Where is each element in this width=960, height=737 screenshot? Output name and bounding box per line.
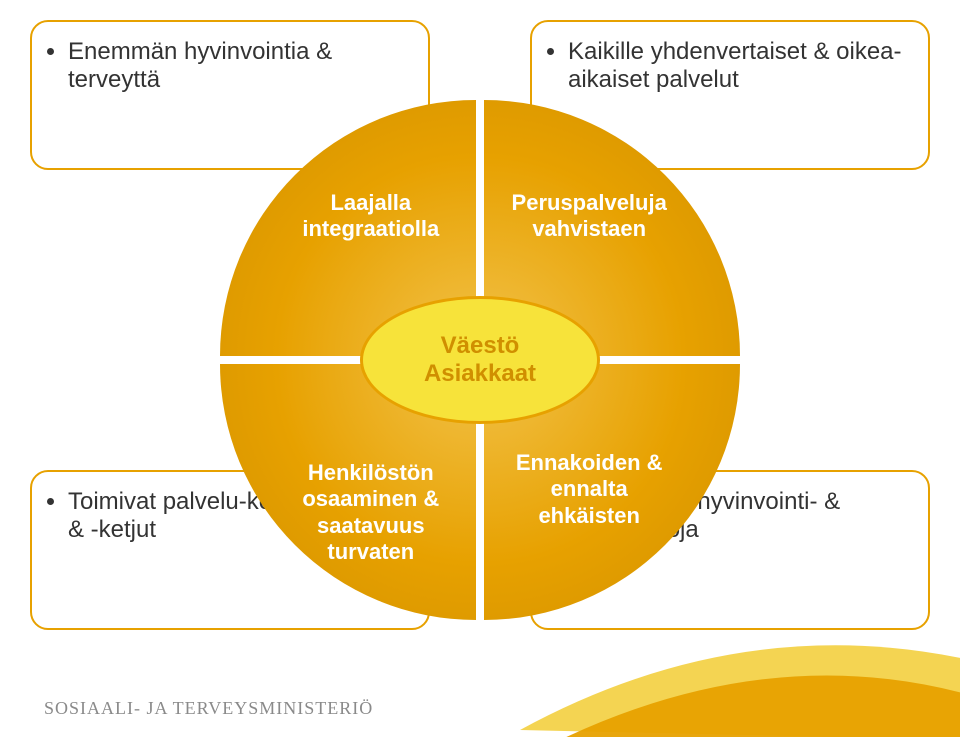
quadrant-label-bottom-right: Ennakoiden & ennalta ehkäisten: [469, 450, 709, 529]
quadrant-label-top-left: Laajalla integraatiolla: [251, 190, 491, 243]
footer-logo-text: SOSIAALI- JA TERVEYSMINISTERIÖ: [44, 698, 373, 719]
center-ellipse: Väestö Asiakkaat: [360, 296, 600, 424]
quadrant-label-bottom-left: Henkilöstön osaaminen & saatavuus turvat…: [251, 460, 491, 566]
corner-text-top-right: Kaikille yhdenvertaiset & oikea-aikaiset…: [568, 38, 910, 93]
center-line2: Asiakkaat: [424, 360, 536, 388]
center-line1: Väestö: [441, 332, 520, 360]
corner-text-top-left: Enemmän hyvinvointia & terveyttä: [68, 38, 410, 93]
diagram-stage: Enemmän hyvinvointia & terveyttä Kaikill…: [0, 0, 960, 737]
quadrant-label-top-right: Peruspalveluja vahvistaen: [469, 190, 709, 243]
